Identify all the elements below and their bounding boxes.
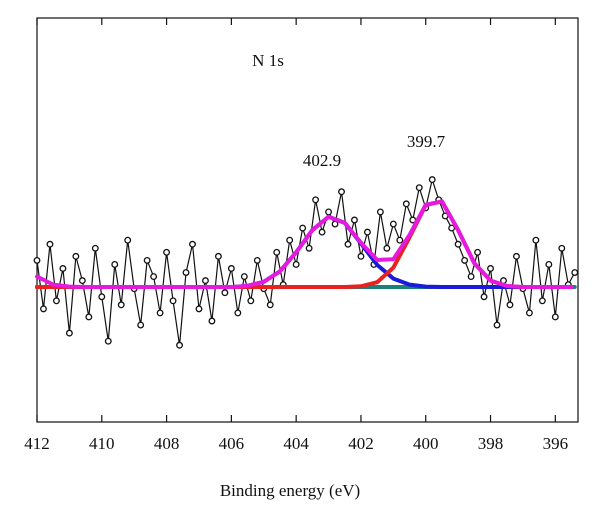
data-point bbox=[461, 256, 469, 264]
data-point bbox=[467, 273, 475, 281]
data-point bbox=[59, 265, 67, 272]
data-point bbox=[85, 313, 93, 321]
annotation: 399.7 bbox=[407, 132, 446, 151]
data-point bbox=[396, 236, 404, 244]
data-point bbox=[325, 208, 333, 216]
data-point bbox=[292, 260, 300, 268]
data-point bbox=[351, 216, 358, 224]
x-tick-label: 400 bbox=[413, 434, 439, 453]
data-point bbox=[525, 309, 533, 317]
data-point bbox=[169, 297, 177, 305]
data-point bbox=[234, 309, 242, 317]
x-axis-label: Binding energy (eV) bbox=[220, 481, 360, 500]
data-point bbox=[551, 313, 559, 321]
data-point bbox=[202, 277, 209, 285]
data-point bbox=[286, 236, 294, 244]
data-point bbox=[532, 236, 540, 244]
data-point bbox=[104, 337, 112, 345]
data-point bbox=[208, 317, 216, 325]
data-point bbox=[363, 228, 371, 236]
data-point bbox=[487, 265, 494, 272]
fit-curve bbox=[35, 199, 574, 290]
data-point bbox=[124, 236, 132, 244]
data-point bbox=[331, 220, 339, 228]
data-point bbox=[98, 293, 106, 301]
data-point bbox=[65, 329, 73, 337]
data-point bbox=[305, 244, 313, 252]
data-point bbox=[247, 297, 255, 305]
data-point bbox=[240, 273, 248, 281]
data-point bbox=[273, 248, 281, 256]
data-point bbox=[558, 244, 566, 252]
data-point bbox=[312, 196, 320, 204]
data-point bbox=[318, 228, 326, 236]
data-point bbox=[111, 260, 119, 268]
data-point bbox=[266, 301, 274, 309]
data-point bbox=[227, 265, 235, 272]
data-point bbox=[538, 297, 546, 305]
data-point bbox=[383, 244, 391, 252]
data-point bbox=[454, 240, 462, 248]
data-point bbox=[117, 301, 125, 309]
data-point bbox=[156, 309, 164, 317]
data-point bbox=[221, 289, 229, 297]
data-point bbox=[512, 252, 520, 260]
data-point bbox=[72, 252, 80, 260]
data-point bbox=[448, 224, 456, 232]
data-line bbox=[36, 179, 576, 346]
data-point bbox=[344, 240, 352, 248]
data-point bbox=[176, 341, 183, 349]
data-point bbox=[474, 248, 482, 256]
data-point bbox=[506, 301, 514, 309]
data-point bbox=[415, 184, 423, 192]
data-point bbox=[150, 273, 158, 281]
data-point bbox=[376, 208, 384, 216]
data-point bbox=[195, 305, 203, 313]
data-point bbox=[299, 224, 307, 232]
data-point bbox=[402, 200, 410, 208]
data-point bbox=[338, 188, 345, 196]
x-tick-label: 406 bbox=[219, 434, 245, 453]
x-tick-label: 396 bbox=[543, 434, 569, 453]
data-point bbox=[46, 240, 54, 248]
x-tick-label: 398 bbox=[478, 434, 504, 453]
data-point bbox=[91, 244, 99, 252]
data-point bbox=[571, 269, 579, 276]
x-tick-label: 412 bbox=[24, 434, 50, 453]
data-point bbox=[493, 321, 501, 329]
annotation: N 1s bbox=[252, 51, 284, 70]
data-point bbox=[78, 277, 86, 285]
data-point bbox=[253, 256, 261, 264]
data-point bbox=[214, 252, 222, 260]
data-point bbox=[40, 305, 47, 313]
data-point bbox=[33, 256, 41, 264]
x-tick-label: 410 bbox=[89, 434, 115, 453]
data-point bbox=[480, 293, 488, 301]
x-tick-label: 404 bbox=[283, 434, 309, 453]
x-tick-label: 408 bbox=[154, 434, 180, 453]
annotation: 402.9 bbox=[303, 151, 341, 170]
data-point bbox=[182, 269, 190, 276]
data-point bbox=[52, 297, 60, 305]
data-point bbox=[163, 248, 171, 256]
data-point bbox=[137, 321, 145, 329]
x-tick-label: 402 bbox=[348, 434, 374, 453]
data-point bbox=[389, 220, 397, 228]
data-point bbox=[545, 260, 553, 268]
data-point bbox=[357, 252, 365, 260]
plot-frame bbox=[36, 17, 579, 423]
data-point bbox=[143, 256, 151, 264]
data-point bbox=[189, 240, 196, 248]
data-point bbox=[428, 176, 436, 184]
